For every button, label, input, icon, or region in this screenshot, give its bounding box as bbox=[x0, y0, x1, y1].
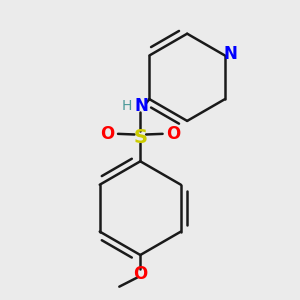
Text: O: O bbox=[100, 125, 114, 143]
Text: N: N bbox=[135, 98, 149, 116]
Text: O: O bbox=[167, 125, 181, 143]
Text: S: S bbox=[133, 128, 147, 147]
Text: H: H bbox=[122, 99, 132, 113]
Text: N: N bbox=[224, 45, 238, 63]
Text: O: O bbox=[133, 265, 147, 283]
